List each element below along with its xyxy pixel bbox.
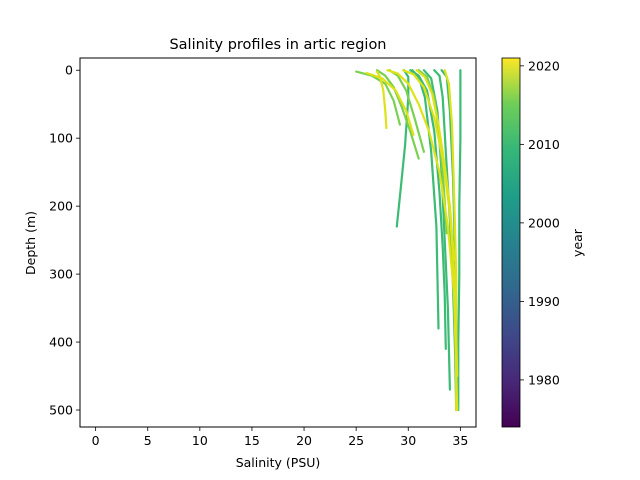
plot-marks [355,69,462,412]
x-axis-label: Salinity (PSU) [236,455,321,470]
y-tick-label: 200 [49,199,73,214]
x-tick-label: 30 [400,433,416,448]
salinity-profile-line [409,69,447,350]
chart-title: Salinity profiles in artic region [169,37,386,53]
y-tick-label: 500 [49,403,73,418]
salinity-profile-line [457,69,462,412]
y-tick-label: 0 [65,63,73,78]
colorbar-tick-label: 2010 [528,137,560,152]
x-tick-label: 20 [296,433,312,448]
colorbar-tick-label: 1990 [528,294,560,309]
y-axis-ticks: 0 100 200 300 400 500 [49,63,80,418]
y-tick-label: 400 [49,335,73,350]
colorbar-tick-label: 2020 [528,58,560,73]
salinity-profile-line [365,71,415,136]
salinity-profile-line [375,70,388,130]
x-tick-label: 10 [192,433,208,448]
x-tick-label: 0 [92,433,100,448]
salinity-profile-line [402,69,459,378]
colorbar-label: year [570,228,585,257]
salinity-profile-line [388,69,425,153]
plot-frame [79,57,477,428]
x-axis-ticks: 0 5 10 15 20 25 30 35 [92,427,468,448]
salinity-profile-line [355,70,401,126]
colorbar-tick-label: 2000 [528,215,560,230]
y-tick-label: 100 [49,131,73,146]
colorbar [501,57,521,428]
salinity-profile-line [375,69,420,160]
salinity-profile-line [443,69,458,412]
y-axis-label: Depth (m) [23,211,38,275]
colorbar-tick-label: 1980 [528,372,560,387]
salinity-profile-line [415,69,456,262]
x-tick-label: 5 [144,433,152,448]
x-tick-label: 15 [244,433,260,448]
x-tick-label: 25 [348,433,364,448]
x-tick-label: 35 [452,433,468,448]
salinity-profile-line [411,69,440,330]
y-tick-label: 300 [49,267,73,282]
colorbar-ticks: 1980 1990 2000 2010 2020 [520,58,560,387]
